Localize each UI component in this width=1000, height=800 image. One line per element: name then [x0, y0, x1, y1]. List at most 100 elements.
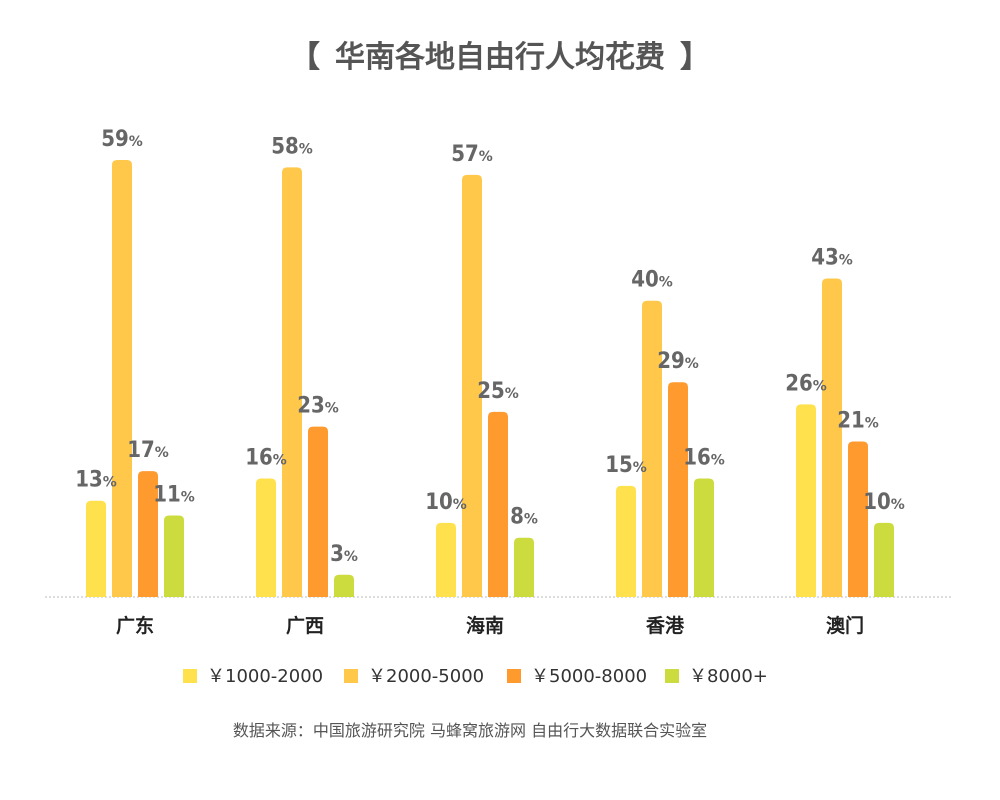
legend-label: ￥8000+	[689, 666, 768, 687]
category-label: 广东	[116, 614, 154, 637]
value-label: 59%	[101, 127, 143, 152]
bar-海南-2	[462, 174, 482, 598]
value-percent: %	[813, 378, 827, 394]
bar-澳门-3	[848, 441, 868, 597]
bar-香港-2	[642, 300, 662, 597]
value-percent: %	[505, 386, 519, 402]
legend-swatch	[507, 669, 521, 683]
value-label: 43%	[811, 246, 853, 271]
bar-广东-4	[164, 515, 184, 597]
value-number: 58	[271, 134, 299, 159]
value-label: 58%	[271, 134, 313, 159]
bar-澳门-1	[796, 404, 816, 597]
legend-swatch	[665, 669, 679, 683]
value-label: 26%	[785, 371, 827, 396]
value-number: 23	[297, 394, 325, 419]
bar-广西-2	[282, 167, 302, 597]
value-number: 10	[863, 490, 891, 515]
value-percent: %	[659, 275, 673, 291]
bar-香港-4	[694, 478, 714, 597]
value-label: 3%	[330, 542, 358, 567]
bar-广西-4	[334, 574, 354, 597]
value-percent: %	[344, 549, 358, 565]
value-number: 17	[127, 438, 155, 463]
value-percent: %	[453, 497, 467, 513]
category-label: 海南	[466, 614, 504, 637]
category-axis: 广东 广西 海南 香港 澳门	[116, 614, 864, 637]
value-number: 59	[101, 127, 129, 152]
value-label: 16%	[245, 445, 287, 470]
bar-广西-1	[256, 478, 276, 597]
bars-layer	[86, 160, 894, 598]
legend-label: ￥2000-5000	[368, 666, 484, 687]
category-label: 香港	[645, 615, 685, 637]
value-label: 16%	[683, 445, 725, 470]
value-number: 26	[785, 371, 813, 396]
value-number: 25	[477, 379, 505, 404]
legend: ￥1000-2000 ￥2000-5000 ￥5000-8000 ￥8000+	[183, 666, 768, 687]
bar-澳门-2	[822, 278, 842, 597]
value-percent: %	[711, 452, 725, 468]
value-percent: %	[524, 512, 538, 528]
source-note: 数据来源：中国旅游研究院 马蜂窝旅游网 自由行大数据联合实验室	[233, 721, 707, 740]
value-percent: %	[865, 415, 879, 431]
bar-香港-3	[668, 382, 688, 597]
value-number: 57	[451, 142, 479, 167]
legend-item: ￥2000-5000	[344, 666, 484, 687]
bar-澳门-4	[874, 522, 894, 597]
value-labels-layer: 13%59%17%11%16%58%23%3%10%57%25%8%15%40%…	[75, 127, 905, 567]
value-number: 13	[75, 468, 103, 493]
value-label: 17%	[127, 438, 169, 463]
value-label: 23%	[297, 394, 339, 419]
value-percent: %	[273, 452, 287, 468]
value-percent: %	[633, 460, 647, 476]
value-label: 40%	[631, 268, 673, 293]
legend-item: ￥5000-8000	[507, 666, 647, 687]
bar-海南-4	[514, 537, 534, 597]
value-percent: %	[181, 490, 195, 506]
value-percent: %	[299, 141, 313, 157]
title-bracket-close: 】	[680, 40, 710, 75]
value-percent: %	[103, 475, 117, 491]
bar-广东-3	[138, 471, 158, 597]
value-number: 43	[811, 246, 839, 271]
bar-海南-1	[436, 522, 456, 597]
bar-广东-2	[112, 160, 132, 597]
bar-海南-3	[488, 411, 508, 597]
bar-香港-1	[616, 485, 636, 597]
value-percent: %	[325, 401, 339, 417]
category-label: 广西	[286, 614, 324, 637]
value-percent: %	[129, 134, 143, 150]
title-bracket-open: 【	[290, 40, 320, 75]
value-number: 16	[683, 445, 711, 470]
value-percent: %	[685, 356, 699, 372]
legend-item: ￥8000+	[665, 666, 768, 687]
value-number: 10	[425, 490, 453, 515]
value-number: 16	[245, 445, 273, 470]
value-number: 8	[510, 505, 524, 530]
value-label: 8%	[510, 505, 538, 530]
value-label: 10%	[425, 490, 467, 515]
value-label: 25%	[477, 379, 519, 404]
value-label: 10%	[863, 490, 905, 515]
value-label: 11%	[153, 483, 195, 508]
category-label: 澳门	[826, 614, 864, 637]
value-percent: %	[891, 497, 905, 513]
chart-title: 华南各地自由行人均花费	[335, 40, 665, 75]
value-label: 29%	[657, 349, 699, 374]
legend-item: ￥1000-2000	[183, 666, 323, 687]
value-number: 11	[153, 483, 181, 508]
legend-label: ￥1000-2000	[207, 666, 323, 687]
value-number: 21	[837, 408, 865, 433]
value-percent: %	[839, 253, 853, 269]
bar-广东-1	[86, 500, 106, 597]
value-label: 21%	[837, 408, 879, 433]
legend-label: ￥5000-8000	[531, 666, 647, 687]
value-number: 3	[330, 542, 344, 567]
legend-swatch	[183, 669, 197, 683]
value-percent: %	[479, 149, 493, 165]
value-label: 13%	[75, 468, 117, 493]
value-label: 57%	[451, 142, 493, 167]
value-number: 40	[631, 268, 659, 293]
